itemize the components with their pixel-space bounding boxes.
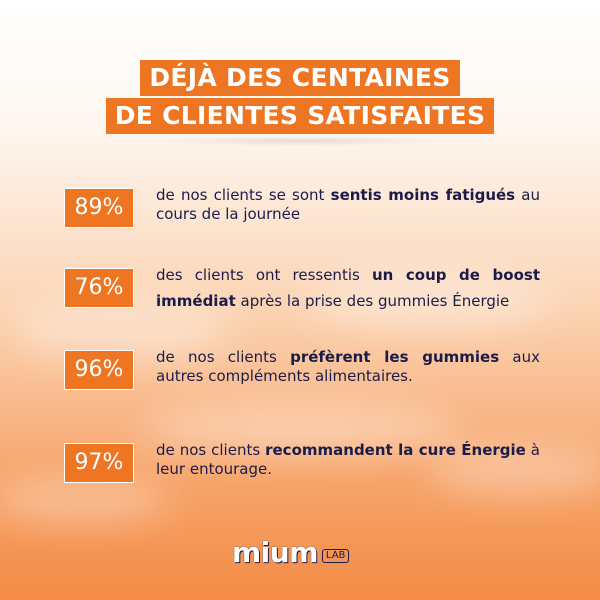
stat-text-part: au cours de la journée	[156, 186, 540, 223]
stat-item: 97% de nos clients recommandent la cure …	[64, 441, 544, 489]
stat-text-highlight: préfèrent les gummies	[290, 348, 500, 366]
percent-badge: 96%	[64, 350, 134, 390]
stat-text: de nos clients recommandent la cure Éner…	[156, 441, 540, 479]
stat-text-highlight: recommandent la cure Énergie	[265, 441, 526, 459]
stat-text-part: de nos clients se sont	[156, 186, 331, 204]
percent-badge: 97%	[64, 443, 134, 483]
stat-item: 76% des clients ont ressentis un coup de…	[64, 266, 544, 314]
stat-item: 96% de nos clients préfèrent les gummies…	[64, 348, 544, 396]
headline: DÉJÀ DES CENTAINES DE CLIENTES SATISFAIT…	[0, 60, 600, 146]
stat-text-part: de nos clients	[156, 348, 291, 366]
percent-badge: 89%	[64, 188, 134, 228]
stat-item: 89% de nos clients se sont sentis moins …	[64, 186, 544, 234]
stat-text-part: à leur entourage.	[156, 441, 540, 478]
percent-badge: 76%	[64, 268, 134, 308]
stat-text-part: aux autres compléments alimentaires.	[156, 348, 540, 385]
logo-wordmark: mium	[232, 536, 318, 569]
stat-text-part: après la prise des gummies Énergie	[235, 292, 510, 310]
stat-text: de nos clients se sont sentis moins fati…	[156, 186, 540, 224]
stat-text-highlight: un coup de boost immédiat	[156, 266, 540, 310]
headline-shadow	[150, 136, 450, 146]
stat-text-highlight: sentis moins fatigués	[330, 186, 516, 204]
headline-line-1: DÉJÀ DES CENTAINES	[140, 60, 460, 96]
stat-text-part: de nos clients	[156, 441, 266, 459]
stat-text-part: des clients ont ressentis	[156, 266, 372, 284]
logo-suffix-badge: LAB	[321, 549, 350, 563]
brand-logo: mium LAB	[232, 536, 350, 569]
stat-text: des clients ont ressentis un coup de boo…	[156, 262, 540, 314]
headline-line-2: DE CLIENTES SATISFAITES	[105, 98, 495, 134]
stat-text: de nos clients préfèrent les gummies aux…	[156, 348, 540, 386]
